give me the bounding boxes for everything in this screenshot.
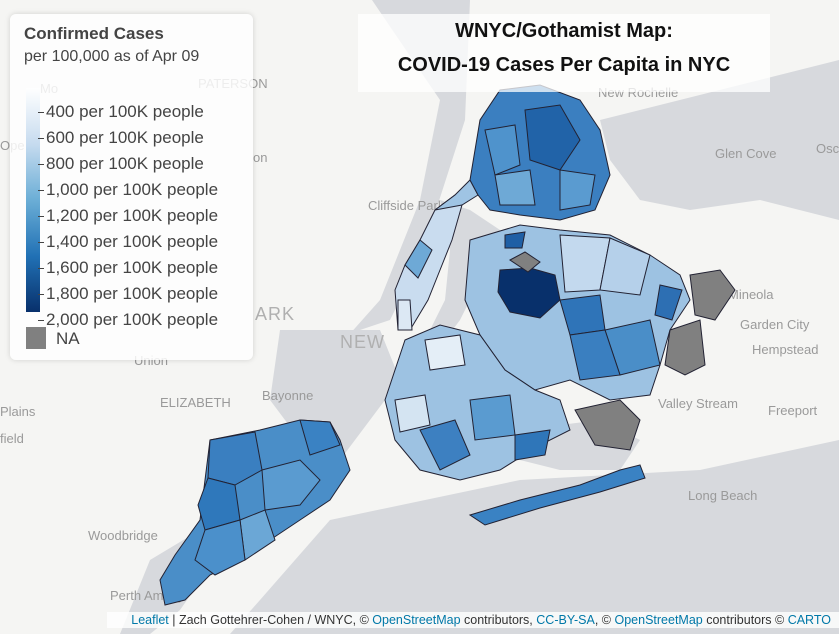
- attribution-author: | Zach Gottehrer-Cohen / WNYC, ©: [168, 613, 373, 627]
- legend-label-400: 400 per 100K people: [38, 102, 204, 121]
- place-plains: Plains: [0, 404, 36, 419]
- legend-label-800: 800 per 100K people: [38, 154, 204, 173]
- place-bayonne: Bayonne: [262, 388, 313, 403]
- place-elizabeth: ELIZABETH: [160, 395, 231, 410]
- place-on: on: [253, 150, 267, 165]
- zip-region[interactable]: [194, 519, 246, 576]
- choropleth-layer: [159, 84, 736, 606]
- legend-label-1200: 1,200 per 100K people: [37, 206, 219, 225]
- place-cliffside-park: Cliffside Park: [368, 198, 445, 213]
- long-island-sound: [600, 60, 839, 220]
- osm-link-2[interactable]: OpenStreetMap: [614, 613, 703, 627]
- zip-region[interactable]: [394, 394, 431, 433]
- zip-region[interactable]: [599, 237, 651, 296]
- legend: Confirmed Cases per 100,000 as of Apr 09…: [10, 14, 253, 360]
- legend-subtitle: per 100,000 as of Apr 09: [24, 48, 200, 65]
- map-title-line2: COVID-19 Cases Per Capita in NYC: [397, 54, 731, 76]
- attribution-contrib: contributors,: [460, 613, 537, 627]
- zip-region-na[interactable]: [509, 251, 541, 273]
- zip-region-na[interactable]: [574, 399, 641, 451]
- place-field: field: [0, 431, 24, 446]
- cc-by-sa-link[interactable]: CC-BY-SA: [536, 613, 595, 627]
- zip-region[interactable]: [484, 124, 521, 176]
- map-title-box: WNYC/Gothamist Map: COVID-19 Cases Per C…: [358, 14, 770, 92]
- place-glen-cove: Glen Cove: [715, 146, 776, 161]
- legend-label-2000: 2,000 per 100K people: [37, 310, 219, 329]
- zip-region-na[interactable]: [689, 269, 736, 321]
- place-hempstead: Hempstead: [752, 342, 818, 357]
- place-new: NEW: [340, 332, 385, 352]
- zip-region[interactable]: [569, 329, 621, 381]
- legend-na-label: NA: [56, 329, 80, 348]
- zip-region[interactable]: [494, 169, 536, 206]
- place-valley-stream: Valley Stream: [658, 396, 738, 411]
- zip-region[interactable]: [654, 284, 683, 321]
- legend-na-swatch: [26, 327, 46, 349]
- legend-label-600: 600 per 100K people: [38, 128, 204, 147]
- legend-label-1800: 1,800 per 100K people: [37, 284, 219, 303]
- legend-color-ramp: [26, 88, 40, 312]
- zip-region[interactable]: [469, 394, 516, 441]
- place-mineola: Mineola: [728, 287, 774, 302]
- place-garden-city: Garden City: [740, 317, 810, 332]
- zip-region[interactable]: [207, 431, 263, 486]
- legend-title: Confirmed Cases: [24, 24, 164, 43]
- zip-region[interactable]: [504, 231, 526, 249]
- lower-bay: [230, 440, 839, 634]
- attribution-contrib-2: contributors ©: [702, 613, 788, 627]
- zip-region[interactable]: [404, 239, 433, 279]
- osm-link[interactable]: OpenStreetMap: [372, 613, 461, 627]
- zip-region[interactable]: [514, 429, 551, 461]
- attribution-sep: , ©: [594, 613, 615, 627]
- legend-label-1600: 1,600 per 100K people: [37, 258, 219, 277]
- carto-link[interactable]: CARTO: [787, 613, 831, 627]
- legend-label-1000: 1,000 per 100K people: [37, 180, 219, 199]
- zip-region[interactable]: [397, 299, 413, 331]
- zip-region[interactable]: [419, 419, 471, 471]
- zip-region[interactable]: [559, 169, 596, 211]
- zip-region[interactable]: [524, 104, 581, 171]
- place-freeport: Freeport: [768, 403, 818, 418]
- attribution-bar: Leaflet | Zach Gottehrer-Cohen / WNYC, ©…: [107, 612, 839, 628]
- zip-region-na[interactable]: [664, 319, 706, 376]
- zip-region[interactable]: [261, 459, 321, 511]
- place-osc: Osc: [816, 141, 839, 156]
- zip-region[interactable]: [299, 419, 341, 456]
- map-title-line1: WNYC/Gothamist Map:: [455, 20, 673, 42]
- legend-label-1400: 1,400 per 100K people: [37, 232, 219, 251]
- zip-region[interactable]: [468, 464, 646, 526]
- place-long-beach: Long Beach: [688, 488, 757, 503]
- zip-region[interactable]: [497, 267, 561, 319]
- place-ark: ARK: [255, 304, 295, 324]
- zip-region[interactable]: [424, 334, 466, 371]
- place-woodbridge: Woodbridge: [88, 528, 158, 543]
- leaflet-link[interactable]: Leaflet: [131, 613, 169, 627]
